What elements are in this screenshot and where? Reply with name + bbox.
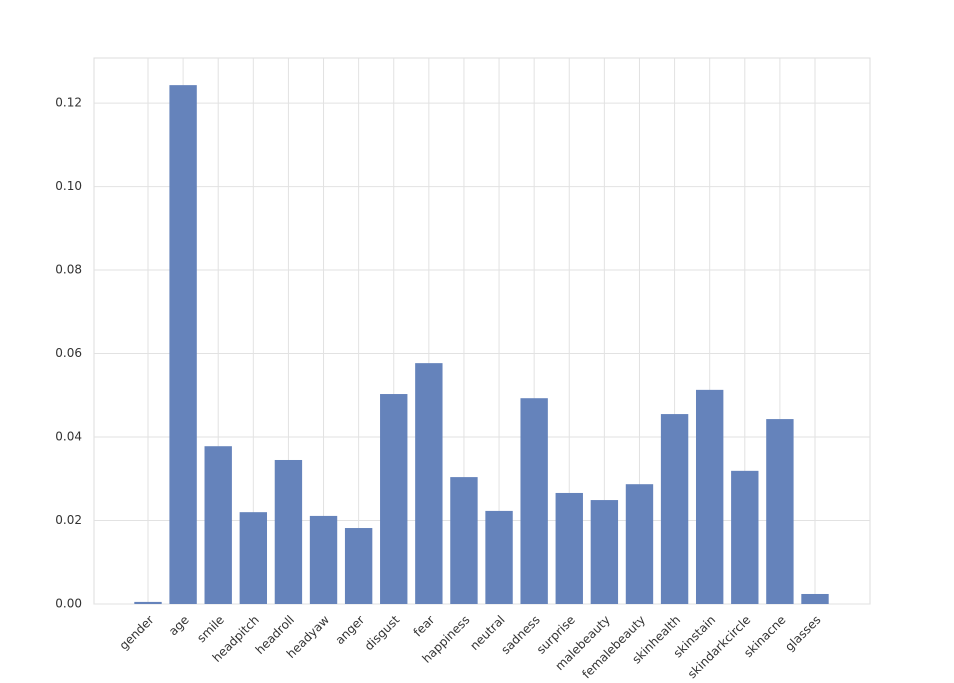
bar [660,414,689,604]
x-tick-label: smile [194,613,227,646]
y-tick-label: 0.12 [55,96,82,110]
bar [134,601,162,604]
bar [590,500,619,604]
bar [801,593,829,604]
bar [274,459,303,604]
x-tick-label: gender [117,613,157,653]
bar [695,389,724,604]
bar [415,363,443,604]
bar [309,515,338,604]
bar [380,394,408,604]
y-tick-label: 0.10 [55,179,82,193]
bar [766,419,794,604]
bar [204,446,232,604]
x-tick-label: skindarkcircle [685,613,754,679]
y-tick-label: 0.06 [55,346,82,360]
y-tick-label: 0.04 [55,430,82,444]
bar [485,510,513,604]
x-tick-label: disgust [362,612,403,653]
y-tick-label: 0.08 [55,263,82,277]
bar [520,398,548,604]
y-tick-label: 0.00 [55,597,82,611]
bar [344,528,373,604]
x-tick-label: age [166,613,192,639]
bar [239,512,268,604]
bar [731,470,759,604]
x-tick-label: fear [411,613,438,640]
bar [625,484,654,604]
bar [555,492,583,604]
x-tick-label: glasses [782,613,823,654]
bar [450,477,478,604]
y-tick-label: 0.02 [55,513,82,527]
bar [169,85,197,604]
